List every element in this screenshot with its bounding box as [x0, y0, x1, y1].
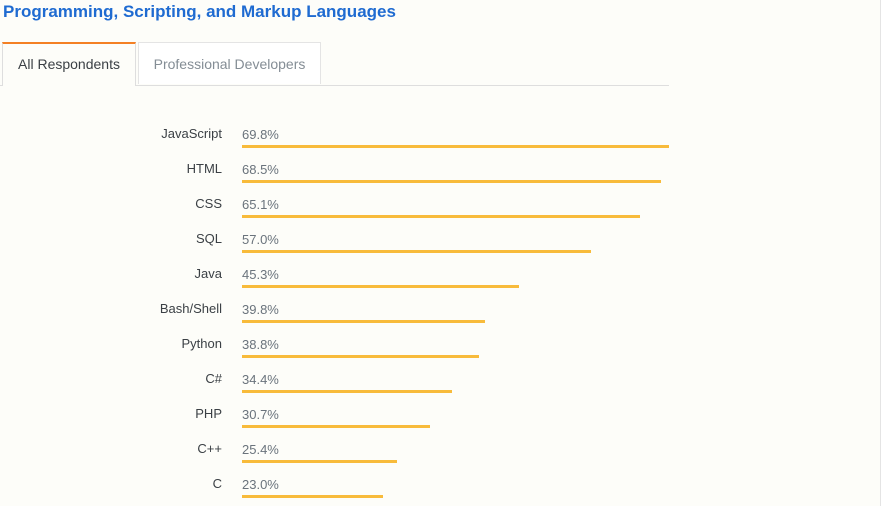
category-label: C++: [197, 441, 222, 456]
panel-edge: [880, 0, 881, 506]
bar: [242, 215, 640, 218]
bar: [242, 425, 430, 428]
bar: [242, 320, 485, 323]
category-label: Python: [181, 336, 222, 351]
bar-row: Java 45.3%: [0, 252, 700, 288]
bar-row: JavaScript 69.8%: [0, 112, 700, 148]
bar: [242, 250, 591, 253]
bar-row: SQL 57.0%: [0, 217, 700, 253]
category-label: SQL: [195, 231, 222, 246]
bar: [242, 180, 661, 183]
category-label: C: [212, 476, 222, 491]
category-label: JavaScript: [161, 126, 222, 141]
value-label: 39.8%: [242, 302, 279, 317]
bar: [242, 460, 397, 463]
bar: [242, 495, 383, 498]
value-label: 34.4%: [242, 372, 279, 387]
value-label: 25.4%: [242, 442, 279, 457]
bar-row: C 23.0%: [0, 462, 700, 498]
value-label: 23.0%: [242, 477, 279, 492]
bar-row: C# 34.4%: [0, 357, 700, 393]
bar-row: HTML 68.5%: [0, 147, 700, 183]
languages-bar-chart: JavaScript 69.8% HTML 68.5% CSS 65.1% SQL 57.0%…: [0, 112, 700, 506]
category-label: CSS: [195, 196, 222, 211]
category-label: Bash/Shell: [159, 301, 222, 316]
section-title: Programming, Scripting, and Markup Langu…: [3, 2, 396, 21]
value-label: 38.8%: [242, 337, 279, 352]
bar-row: C++ 25.4%: [0, 427, 700, 463]
bar: [242, 355, 479, 358]
value-label: 68.5%: [242, 162, 279, 177]
value-label: 69.8%: [242, 127, 279, 142]
bar-row: Python 38.8%: [0, 322, 700, 358]
bar-row: PHP 30.7%: [0, 392, 700, 428]
tab-professional-developers[interactable]: Professional Developers: [138, 42, 321, 84]
value-label: 57.0%: [242, 232, 279, 247]
category-label: Java: [194, 266, 222, 281]
bar: [242, 390, 452, 393]
bar-row: CSS 65.1%: [0, 182, 700, 218]
category-label: PHP: [195, 406, 222, 421]
tab-all-respondents[interactable]: All Respondents: [2, 42, 136, 86]
bar: [242, 145, 669, 148]
category-label: C#: [205, 371, 222, 386]
value-label: 30.7%: [242, 407, 279, 422]
value-label: 45.3%: [242, 267, 279, 282]
bar: [242, 285, 519, 288]
value-label: 65.1%: [242, 197, 279, 212]
bar-row: Bash/Shell 39.8%: [0, 287, 700, 323]
tab-bar: All Respondents Professional Developers: [0, 42, 669, 86]
category-label: HTML: [186, 161, 222, 176]
